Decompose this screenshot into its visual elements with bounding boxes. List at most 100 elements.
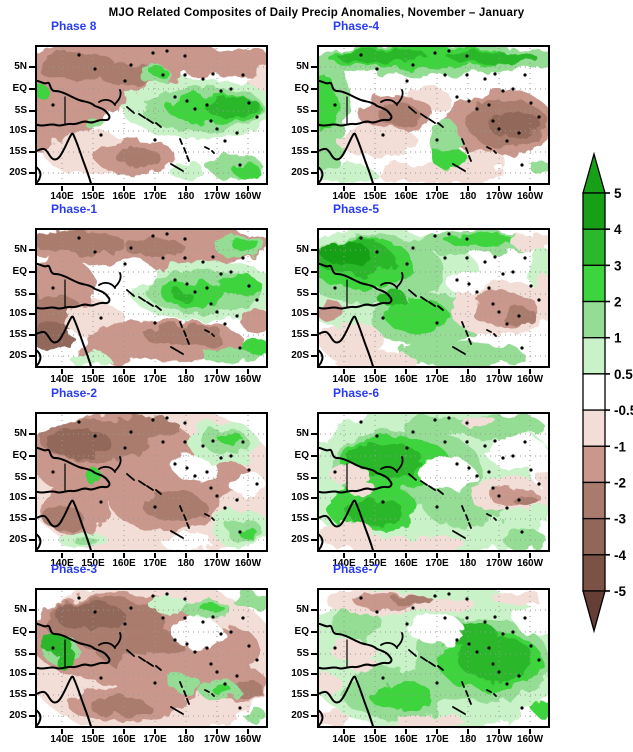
lon-label: 170W — [203, 734, 231, 745]
lat-tick — [29, 609, 35, 611]
coastlines — [317, 622, 497, 728]
islets — [333, 49, 541, 167]
map-phase7 — [317, 588, 550, 728]
lon-tick — [498, 186, 500, 191]
islets — [51, 416, 259, 534]
lat-label: 20S — [291, 534, 309, 545]
lat-label: EQ — [12, 450, 27, 461]
panel-phase5: Phase-5 5N EQ 5S 10S 15S 20S 140E 150E 160E 170E 18… — [282, 202, 555, 388]
lon-tick — [247, 369, 249, 374]
lon-tick — [374, 186, 376, 191]
lon-label: 160W — [234, 734, 262, 745]
lat-tick — [311, 151, 317, 153]
lat-label: 20S — [9, 350, 27, 361]
lon-label: 170W — [485, 191, 513, 202]
lon-tick — [92, 186, 94, 191]
lat-tick — [29, 497, 35, 499]
lat-tick — [311, 433, 317, 435]
lat-label: 20S — [9, 534, 27, 545]
lon-tick — [529, 186, 531, 191]
lat-tick — [29, 433, 35, 435]
colorbar-label: -2 — [614, 475, 626, 490]
colorbar-label: -3 — [614, 512, 626, 527]
lon-label: 180 — [459, 558, 477, 569]
lat-label: 10S — [9, 308, 27, 319]
lon-label: 150E — [81, 558, 105, 569]
lat-label: EQ — [294, 266, 309, 277]
lat-label: 15S — [291, 513, 309, 524]
lat-tick — [311, 249, 317, 251]
colorbar: 5 4 3 2 1 0.5 -0.5 -1 -2 -3 -4 -5 — [582, 151, 633, 634]
lon-tick — [343, 369, 345, 374]
lon-label: 150E — [81, 191, 105, 202]
lat-label: 20S — [291, 350, 309, 361]
colorbar-arrow-bottom — [582, 590, 606, 634]
lat-label: 5N — [296, 604, 309, 615]
lon-label: 160W — [516, 374, 544, 385]
colorbar-label: 2 — [614, 295, 622, 310]
lat-label: EQ — [294, 83, 309, 94]
colorbar-label: 3 — [614, 258, 622, 273]
lon-tick — [467, 553, 469, 558]
lat-label: 20S — [291, 167, 309, 178]
lat-label: 10S — [291, 125, 309, 136]
lat-label: 10S — [9, 125, 27, 136]
lon-tick — [185, 186, 187, 191]
lon-label: 170E — [143, 374, 167, 385]
lon-tick — [529, 553, 531, 558]
colorbar-segment — [582, 192, 606, 230]
lon-label: 160W — [234, 374, 262, 385]
lat-label: 5S — [296, 648, 309, 659]
lat-label: EQ — [12, 83, 27, 94]
lon-label: 180 — [177, 558, 195, 569]
coastlines — [317, 79, 497, 185]
lon-tick — [405, 553, 407, 558]
islets — [51, 592, 259, 710]
lon-tick — [436, 186, 438, 191]
map-phase6 — [317, 412, 550, 552]
lon-label: 150E — [363, 734, 387, 745]
lon-label: 160W — [516, 191, 544, 202]
lon-tick — [529, 369, 531, 374]
colorbar-arrow-top — [582, 151, 606, 194]
map-phase2 — [35, 412, 268, 552]
panel-title-phase3: Phase-3 — [51, 562, 98, 576]
lat-tick — [311, 694, 317, 696]
lat-tick — [311, 355, 317, 357]
lat-tick — [29, 631, 35, 633]
lat-tick — [311, 313, 317, 315]
lon-label: 160E — [394, 558, 418, 569]
lon-label: 140E — [332, 734, 356, 745]
lat-tick — [311, 66, 317, 68]
map-frame — [35, 412, 268, 552]
panel-title-phase2: Phase-2 — [51, 386, 98, 400]
lon-label: 170W — [485, 558, 513, 569]
panel-phase2: Phase-2 5N EQ 5S 10S 15S 20S 140E 150E 160E 170E 18… — [0, 386, 273, 572]
lat-label: 5S — [14, 105, 27, 116]
lat-tick — [29, 172, 35, 174]
colorbar-segment — [582, 373, 606, 411]
lon-tick — [467, 369, 469, 374]
lon-label: 180 — [459, 191, 477, 202]
lat-tick — [29, 88, 35, 90]
colorbar-segment — [582, 337, 606, 375]
lat-tick — [311, 455, 317, 457]
lat-tick — [311, 715, 317, 717]
colorbar-label: -4 — [614, 548, 626, 563]
lat-tick — [29, 673, 35, 675]
anomaly-field — [319, 414, 548, 550]
lon-label: 140E — [50, 191, 74, 202]
lon-tick — [343, 729, 345, 734]
colorbar-label: 0.5 — [614, 367, 633, 382]
lat-label: 20S — [9, 167, 27, 178]
lon-tick — [216, 553, 218, 558]
lat-tick — [29, 355, 35, 357]
colorbar-segment — [582, 554, 606, 592]
lat-tick — [29, 715, 35, 717]
lon-tick — [61, 553, 63, 558]
lon-tick — [436, 553, 438, 558]
lon-tick — [185, 369, 187, 374]
lat-label: 5N — [296, 61, 309, 72]
coastlines — [35, 262, 215, 368]
lat-label: 5N — [14, 61, 27, 72]
